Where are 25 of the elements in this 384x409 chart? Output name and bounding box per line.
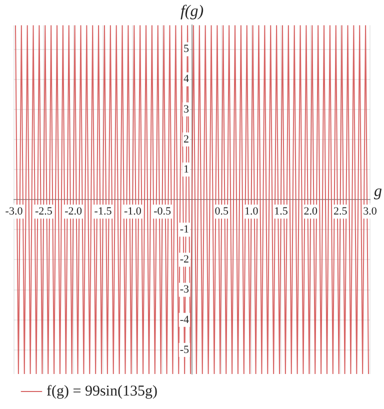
x-tick-label: 1.5 bbox=[274, 205, 288, 218]
chart-title: f(g) bbox=[180, 2, 204, 20]
y-tick-label: -4 bbox=[180, 314, 190, 326]
x-tick-label: -1.0 bbox=[124, 205, 142, 218]
legend-label: f(g) = 99sin(135g) bbox=[46, 383, 158, 400]
y-tick-label: -2 bbox=[180, 254, 190, 266]
x-tick-label: -0.5 bbox=[154, 205, 172, 218]
x-tick-label: 2.5 bbox=[333, 205, 348, 218]
x-tick-label: 1.0 bbox=[244, 205, 259, 218]
y-tick-label: -3 bbox=[180, 284, 190, 296]
y-tick-label: 2 bbox=[184, 133, 189, 146]
y-tick-label: 1 bbox=[184, 163, 189, 176]
y-tick-label: 5 bbox=[184, 43, 190, 56]
x-tick-label: -2.5 bbox=[34, 205, 53, 218]
y-tick-label: 3 bbox=[184, 103, 190, 116]
x-tick-label: -2.0 bbox=[64, 205, 83, 218]
y-tick-label: -1 bbox=[180, 224, 190, 236]
x-tick-label: 3.0 bbox=[363, 205, 378, 218]
x-tick-label: 2.0 bbox=[304, 205, 318, 218]
x-axis-title: g bbox=[374, 182, 382, 200]
y-tick-label: 4 bbox=[184, 73, 190, 86]
x-tick-label: -3.0 bbox=[5, 205, 24, 218]
y-tick-label: -5 bbox=[180, 344, 190, 356]
x-tick-label: -1.5 bbox=[94, 205, 112, 218]
x-tick-label: 0.5 bbox=[214, 205, 230, 218]
